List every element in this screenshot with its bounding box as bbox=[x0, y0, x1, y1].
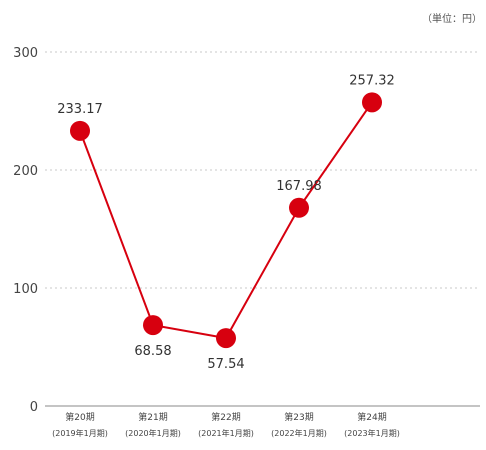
data-label-4: 257.32 bbox=[349, 73, 395, 88]
y-tick-label-300: 300 bbox=[13, 46, 38, 61]
grid-lines bbox=[45, 51, 480, 289]
x-tick-label-2: 第22期 bbox=[211, 411, 240, 423]
data-label-3: 167.98 bbox=[276, 179, 322, 194]
y-tick-label-200: 200 bbox=[13, 164, 38, 179]
x-tick-sublabel-3: (2022年1月期) bbox=[271, 428, 327, 438]
data-label-2: 57.54 bbox=[207, 357, 244, 372]
y-tick-label-0: 0 bbox=[30, 400, 38, 415]
x-tick-label-4: 第24期 bbox=[357, 411, 386, 423]
series-line bbox=[79, 101, 373, 340]
x-tick-sublabel-1: (2020年1月期) bbox=[125, 428, 181, 438]
data-label-1: 68.58 bbox=[134, 344, 171, 359]
data-point-2 bbox=[216, 328, 236, 349]
data-labels: 233.17 68.58 57.54 167.98 257.32 bbox=[57, 73, 395, 372]
unit-label: （単位：円） bbox=[422, 12, 482, 25]
x-tick-sublabel-4: (2023年1月期) bbox=[344, 428, 400, 438]
data-point-3 bbox=[289, 197, 309, 218]
data-point-1 bbox=[143, 315, 163, 336]
data-point-4 bbox=[362, 92, 382, 113]
x-tick-label-0: 第20期 bbox=[65, 411, 94, 423]
x-tick-label-3: 第23期 bbox=[284, 411, 313, 423]
data-point-0 bbox=[70, 120, 90, 141]
x-tick-sublabel-2: (2021年1月期) bbox=[198, 428, 254, 438]
x-tick-labels: 第20期 (2019年1月期) 第21期 (2020年1月期) 第22期 (2021年1月… bbox=[52, 411, 400, 438]
series bbox=[70, 92, 382, 349]
x-tick-sublabel-0: (2019年1月期) bbox=[52, 428, 108, 438]
y-tick-label-100: 100 bbox=[13, 282, 38, 297]
data-label-0: 233.17 bbox=[57, 102, 103, 117]
y-tick-labels: 0 100 200 300 bbox=[13, 46, 38, 415]
x-tick-label-1: 第21期 bbox=[138, 411, 167, 423]
